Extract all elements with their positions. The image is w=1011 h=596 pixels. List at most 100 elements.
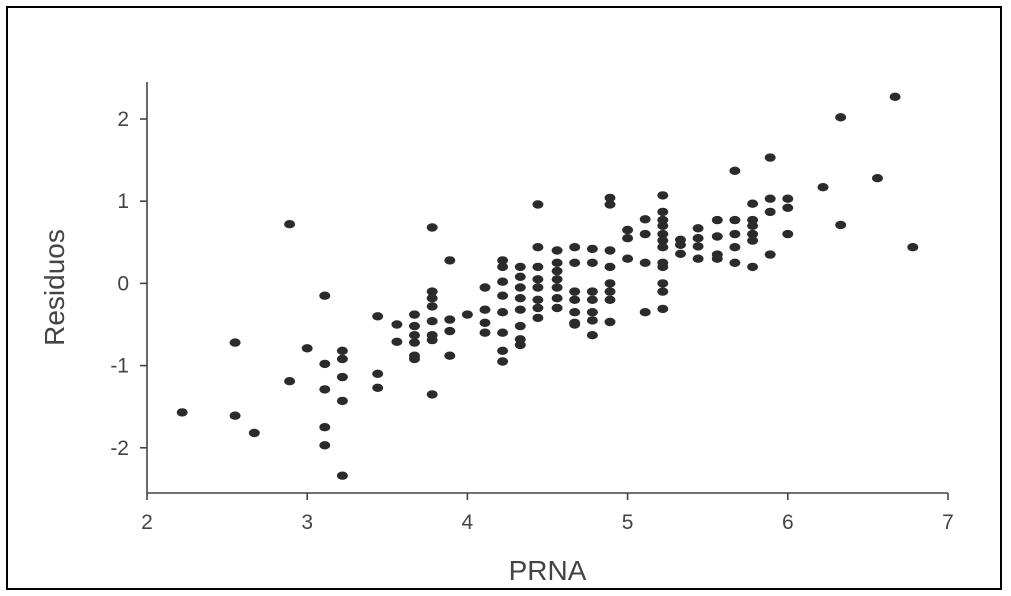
y-tick-label: 2 [117, 108, 129, 131]
data-point [514, 305, 526, 314]
data-point [391, 337, 403, 346]
data-point [176, 408, 188, 417]
data-point [657, 262, 669, 272]
data-point [835, 113, 847, 122]
x-tick-label: 2 [141, 511, 153, 534]
data-point [497, 308, 509, 317]
data-point [586, 316, 598, 325]
data-point [657, 191, 669, 200]
data-point [514, 321, 526, 331]
data-point [657, 229, 669, 239]
data-point [657, 207, 669, 217]
data-point [479, 305, 491, 314]
data-point [409, 338, 420, 347]
data-point [319, 441, 331, 450]
data-point [426, 287, 438, 296]
data-point [532, 303, 544, 313]
data-point [657, 243, 669, 252]
x-tick-label: 4 [462, 511, 474, 534]
x-axis-title: PRNA [509, 555, 587, 586]
data-point [479, 328, 491, 337]
data-point [889, 92, 901, 102]
data-point [782, 194, 794, 203]
data-point [444, 315, 456, 324]
data-point [284, 220, 296, 229]
data-point [729, 215, 741, 225]
data-point [532, 295, 544, 304]
data-point [409, 321, 420, 331]
data-point [319, 291, 331, 300]
data-point [747, 262, 759, 272]
data-point [872, 174, 883, 183]
y-tick-label: 1 [117, 190, 129, 213]
x-tick-label: 3 [301, 511, 313, 534]
data-point [497, 262, 509, 272]
data-point [764, 250, 776, 259]
data-point [586, 258, 598, 267]
data-point [622, 234, 634, 243]
data-point [639, 215, 651, 224]
data-point [782, 203, 794, 212]
data-point [604, 262, 616, 272]
data-point [426, 223, 438, 232]
data-point [514, 272, 526, 281]
data-point [551, 294, 563, 303]
data-point [229, 338, 241, 347]
data-point [729, 229, 741, 239]
data-point [747, 221, 759, 230]
data-point [782, 229, 794, 239]
data-point [657, 287, 669, 296]
y-axis-title: Residuos [39, 229, 70, 346]
data-point [497, 256, 509, 265]
data-point [747, 229, 759, 239]
data-point [586, 308, 598, 317]
data-point [604, 246, 616, 255]
data-point [409, 331, 420, 340]
data-point [639, 308, 651, 317]
data-point [532, 200, 544, 209]
data-point [604, 287, 616, 296]
data-point [532, 313, 544, 323]
data-point [692, 242, 704, 251]
data-point [497, 357, 509, 366]
data-point [497, 328, 509, 337]
data-point [479, 318, 491, 327]
data-point [586, 244, 598, 254]
data-point [409, 310, 420, 319]
data-point [551, 275, 563, 284]
data-point [479, 283, 491, 292]
data-point [497, 277, 509, 286]
data-point [657, 221, 669, 230]
data-point [817, 183, 829, 192]
data-point [551, 258, 563, 267]
data-point [692, 234, 704, 243]
data-point [319, 385, 331, 394]
data-point [372, 312, 384, 321]
data-point [622, 254, 634, 263]
data-points [176, 92, 919, 480]
data-point [532, 275, 544, 284]
data-point [551, 283, 563, 292]
data-point [604, 200, 616, 209]
data-point [657, 304, 669, 314]
data-point [551, 303, 563, 313]
y-tick-label: -2 [110, 437, 129, 460]
data-point [372, 369, 384, 378]
data-point [426, 390, 438, 399]
data-point [569, 258, 581, 267]
data-point [569, 308, 581, 317]
x-axis-ticks: 2 3 4 5 6 7 [141, 493, 954, 534]
data-point [461, 310, 473, 319]
data-point [639, 229, 651, 239]
data-point [711, 215, 723, 225]
data-point [444, 351, 456, 360]
data-point [711, 254, 723, 263]
data-point [532, 262, 544, 272]
data-point [747, 236, 759, 245]
data-point [586, 331, 598, 340]
data-point [426, 294, 438, 303]
data-point [301, 344, 313, 353]
data-point [604, 317, 616, 327]
data-point [444, 326, 456, 336]
